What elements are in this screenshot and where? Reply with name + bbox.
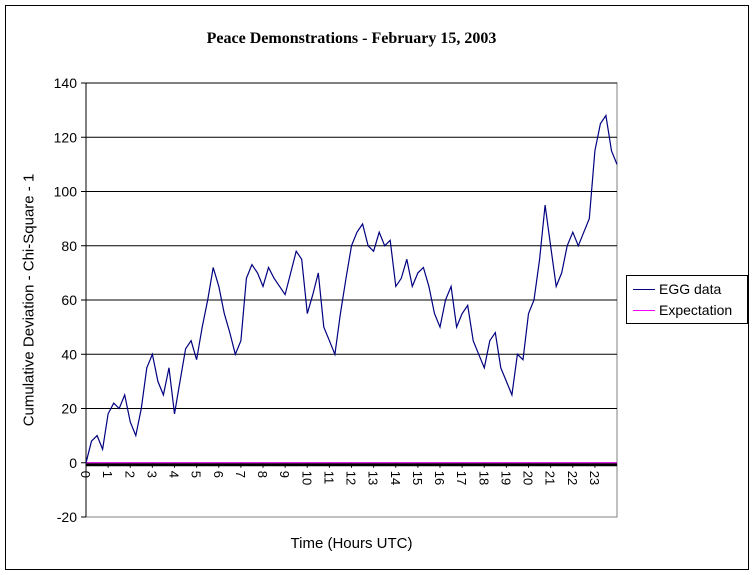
x-tick-label: 19: [498, 471, 513, 485]
x-axis-label: Time (Hours UTC): [290, 535, 413, 552]
legend-swatch-expectation: [633, 309, 655, 311]
x-tick-label: 7: [233, 471, 248, 478]
x-tick-label: 15: [410, 471, 425, 485]
legend-swatch-egg: [633, 288, 655, 290]
legend-item-egg: EGG data: [633, 281, 721, 297]
x-tick-label: 17: [454, 471, 469, 485]
x-tick-label: 13: [366, 471, 381, 485]
chart-title: Peace Demonstrations - February 15, 2003: [206, 30, 497, 47]
x-tick-label: 1: [100, 471, 115, 478]
x-tick-label: 12: [344, 471, 359, 485]
x-tick-label: 6: [211, 471, 226, 478]
x-tick-label: 3: [144, 471, 159, 478]
x-tick-label: 9: [277, 471, 292, 478]
y-tick-label: 140: [54, 75, 78, 91]
x-tick-label: 14: [388, 471, 403, 485]
legend-label: Expectation: [659, 302, 733, 318]
x-tick-label: 2: [122, 471, 137, 478]
legend-item-expectation: Expectation: [633, 302, 732, 318]
x-tick-label: 23: [587, 471, 602, 485]
y-tick-label: 60: [61, 292, 77, 308]
y-tick-label: 40: [61, 346, 77, 362]
y-tick-label: 100: [54, 184, 78, 200]
legend-label: EGG data: [659, 281, 722, 297]
x-tick-label: 21: [543, 471, 558, 485]
x-tick-label: 18: [476, 471, 491, 485]
x-tick-label: 4: [167, 471, 182, 478]
x-tick-label: 22: [565, 471, 580, 485]
x-tick-label: 8: [255, 471, 270, 478]
y-tick-label: 80: [61, 238, 77, 254]
y-tick-label: 120: [54, 129, 78, 145]
legend: EGG data Expectation: [626, 275, 748, 324]
y-tick-label: -20: [57, 509, 77, 525]
x-tick-label: 5: [189, 471, 204, 478]
y-tick-label: 0: [69, 455, 77, 471]
chart-frame: [5, 5, 749, 570]
y-tick-label: 20: [61, 401, 77, 417]
x-tick-label: 11: [321, 471, 336, 485]
x-tick-label: 0: [78, 471, 93, 478]
series-egg-data-line: [85, 113, 618, 463]
x-tick-label: 10: [299, 471, 314, 485]
x-tick-label: 16: [432, 471, 447, 485]
x-tick-label: 20: [521, 471, 536, 485]
